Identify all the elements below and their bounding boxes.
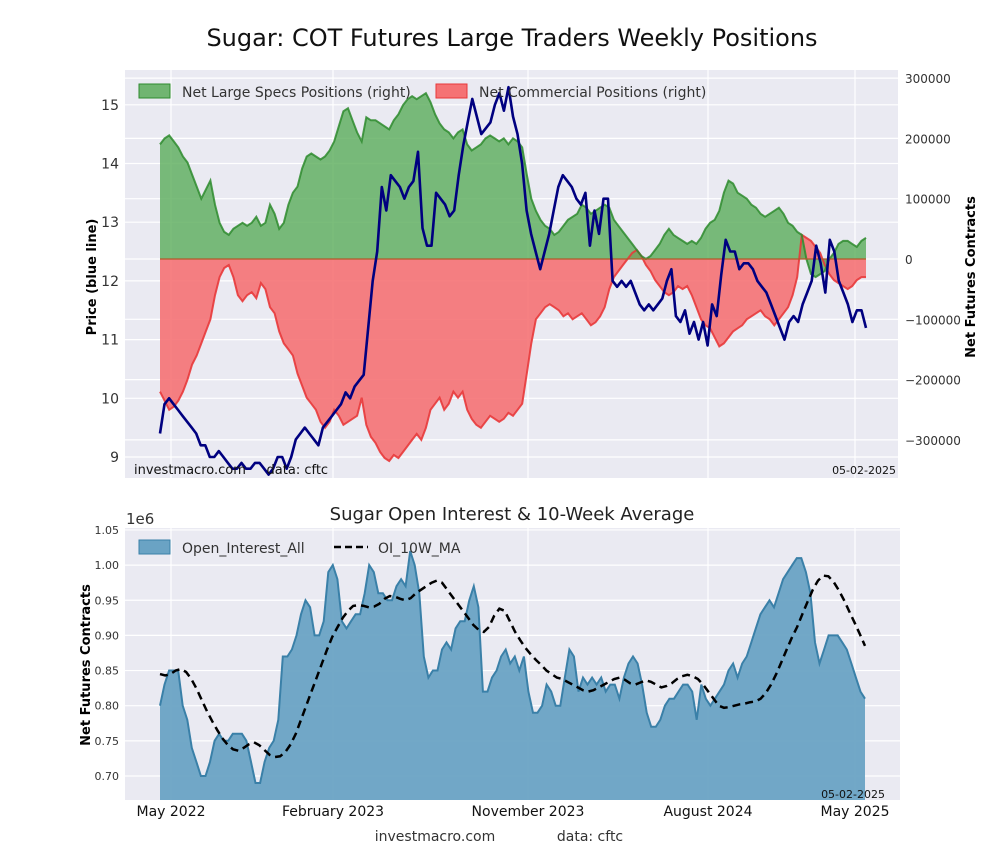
upper-left-tick-label: 12	[101, 274, 119, 290]
upper-right-tick-label: −100000	[905, 313, 961, 327]
lower-chart-title: Sugar Open Interest & 10-Week Average	[330, 504, 695, 525]
legend-label-specs: Net Large Specs Positions (right)	[182, 85, 411, 101]
upper-legend: Net Large Specs Positions (right) Net Co…	[138, 83, 706, 101]
price-line	[158, 85, 868, 476]
oi-area	[160, 551, 865, 800]
legend-label-oi: Open_Interest_All	[182, 541, 305, 557]
specs-area	[160, 93, 866, 278]
upper-right-axis-label: Net Futures Contracts	[964, 196, 979, 358]
lower-y-tick-label: 0.85	[95, 665, 120, 678]
upper-right-tick-label: −200000	[905, 374, 961, 388]
legend-label-commercial: Net Commercial Positions (right)	[479, 85, 706, 101]
lower-x-tick-label: November 2023	[472, 804, 585, 820]
upper-right-ticks: 300000 200000 100000 0 −100000 −200000 −300000	[905, 72, 961, 448]
lower-legend: Open_Interest_All OI_10W_MA	[138, 539, 461, 557]
upper-left-tick-label: 14	[101, 157, 119, 173]
upper-right-tick-label: −300000	[905, 434, 961, 448]
footer-data: data: cftc	[557, 829, 623, 845]
upper-right-tick-label: 0	[905, 253, 913, 267]
lower-offset-label: 1e6	[126, 510, 154, 528]
lower-y-tick-label: 1.05	[95, 524, 120, 537]
legend-swatch-oi	[138, 539, 171, 555]
commercial-area	[160, 234, 866, 461]
footer-source: investmacro.com	[375, 829, 495, 845]
lower-y-tick-label: 0.70	[95, 770, 120, 783]
lower-y-tick-label: 0.95	[95, 594, 120, 607]
ma-line	[159, 574, 867, 759]
commercial-line	[159, 233, 866, 463]
lower-x-tick-label: May 2022	[136, 804, 205, 820]
upper-right-tick-label: 200000	[905, 132, 951, 146]
upper-left-tick-label: 13	[101, 215, 119, 231]
upper-right-tick-label: 300000	[905, 72, 951, 86]
lower-x-ticks: May 2022 February 2023 November 2023 August…	[136, 804, 889, 820]
upper-left-tick-label: 9	[110, 450, 119, 466]
legend-label-ma: OI_10W_MA	[378, 541, 461, 557]
lower-y-tick-label: 1.00	[95, 559, 120, 572]
lower-y-tick-label: 0.75	[95, 735, 120, 748]
lower-y-tick-label: 0.90	[95, 629, 120, 642]
lower-y-ticks: 1.05 1.00 0.95 0.90 0.85 0.80 0.75 0.70	[95, 524, 120, 783]
specs-line	[159, 91, 867, 279]
lower-date-note: 05-02-2025	[821, 788, 885, 801]
upper-left-tick-label: 11	[101, 333, 119, 349]
upper-source-note: investmacro.com data: cftc	[134, 463, 328, 478]
legend-swatch-commercial	[435, 83, 468, 99]
upper-left-ticks: 9 10 11 12 13 14 15	[101, 98, 119, 466]
oi-line	[159, 550, 866, 784]
upper-left-tick-label: 10	[101, 391, 119, 407]
upper-series	[158, 85, 868, 476]
lower-series	[159, 550, 867, 800]
upper-left-axis-label: Price (blue line)	[85, 219, 100, 336]
legend-swatch-specs	[138, 83, 171, 99]
upper-date-note: 05-02-2025	[832, 464, 896, 477]
chart-title: Sugar: COT Futures Large Traders Weekly …	[206, 24, 817, 52]
upper-left-tick-label: 15	[101, 98, 119, 114]
lower-x-tick-label: August 2024	[663, 804, 752, 820]
lower-x-tick-label: May 2025	[820, 804, 889, 820]
lower-axis-label: Net Futures Contracts	[79, 584, 94, 746]
upper-right-tick-label: 100000	[905, 193, 951, 207]
lower-x-tick-label: February 2023	[282, 804, 384, 820]
lower-y-tick-label: 0.80	[95, 700, 120, 713]
